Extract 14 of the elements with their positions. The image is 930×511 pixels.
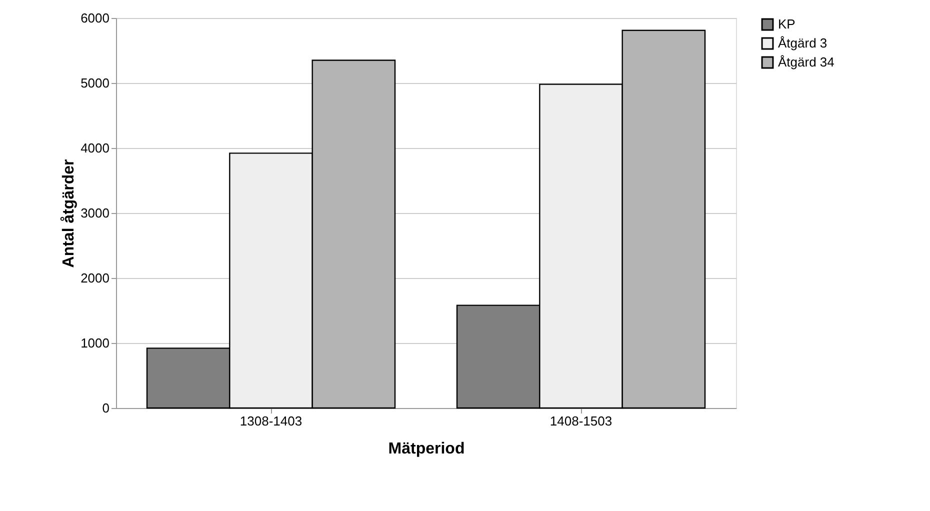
y-tick-label: 6000	[80, 10, 110, 26]
y-axis-title: Antal åtgärder	[60, 159, 78, 268]
y-tick-label: 1000	[80, 336, 110, 350]
legend-label: KP	[778, 16, 796, 32]
y-tick-label: 3000	[80, 206, 110, 220]
x-axis-title: Mätperiod	[388, 440, 465, 458]
y-tick-label: 2000	[80, 270, 110, 286]
legend-label: Åtgärd 34	[778, 54, 834, 70]
x-tick-label: 1408-1503	[550, 414, 612, 428]
legend-label: Åtgärd 3	[778, 36, 828, 50]
y-tick-label: 4000	[80, 140, 110, 156]
y-tick-label: 5000	[80, 76, 110, 90]
x-tick-label: 1308-1403	[240, 414, 302, 428]
y-tick-label: 0	[102, 400, 110, 416]
